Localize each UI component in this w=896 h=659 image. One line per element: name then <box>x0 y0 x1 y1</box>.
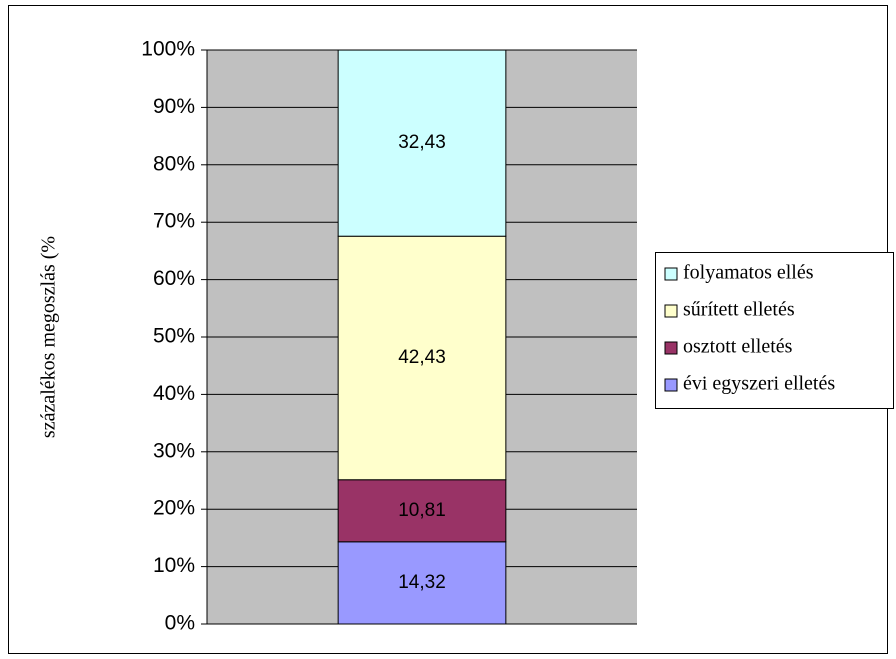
y-tick-label: 30% <box>153 439 195 462</box>
bar-segment <box>337 235 507 481</box>
bar-segment <box>337 49 507 237</box>
legend-label: évi egyszeri elletés <box>683 373 835 395</box>
bar-segment <box>337 479 507 543</box>
data-label: 14,32 <box>398 572 446 593</box>
data-label: 10,81 <box>398 500 446 521</box>
y-tick-label: 100% <box>141 38 195 61</box>
y-tick-label: 20% <box>153 497 195 520</box>
legend-box <box>655 252 894 409</box>
y-tick-label: 80% <box>153 152 195 175</box>
legend-swatch <box>664 341 678 355</box>
legend-swatch <box>664 304 678 318</box>
y-tick-label: 10% <box>153 554 195 577</box>
y-tick-label: 0% <box>165 612 195 635</box>
data-label: 32,43 <box>398 132 446 153</box>
legend-label: folyamatos ellés <box>683 262 814 284</box>
y-tick-label: 90% <box>153 95 195 118</box>
y-tick-label: 70% <box>153 210 195 233</box>
legend-label: sűrített elletés <box>683 299 795 321</box>
y-axis-label: százalékos megoszlás (% <box>38 236 60 438</box>
legend-swatch <box>664 267 678 281</box>
y-tick-label: 40% <box>153 382 195 405</box>
legend-swatch <box>664 378 678 392</box>
data-label: 42,43 <box>398 347 446 368</box>
legend-label: osztott elletés <box>683 336 793 358</box>
y-tick-label: 50% <box>153 325 195 348</box>
bar-segment <box>337 541 507 625</box>
y-tick-label: 60% <box>153 267 195 290</box>
